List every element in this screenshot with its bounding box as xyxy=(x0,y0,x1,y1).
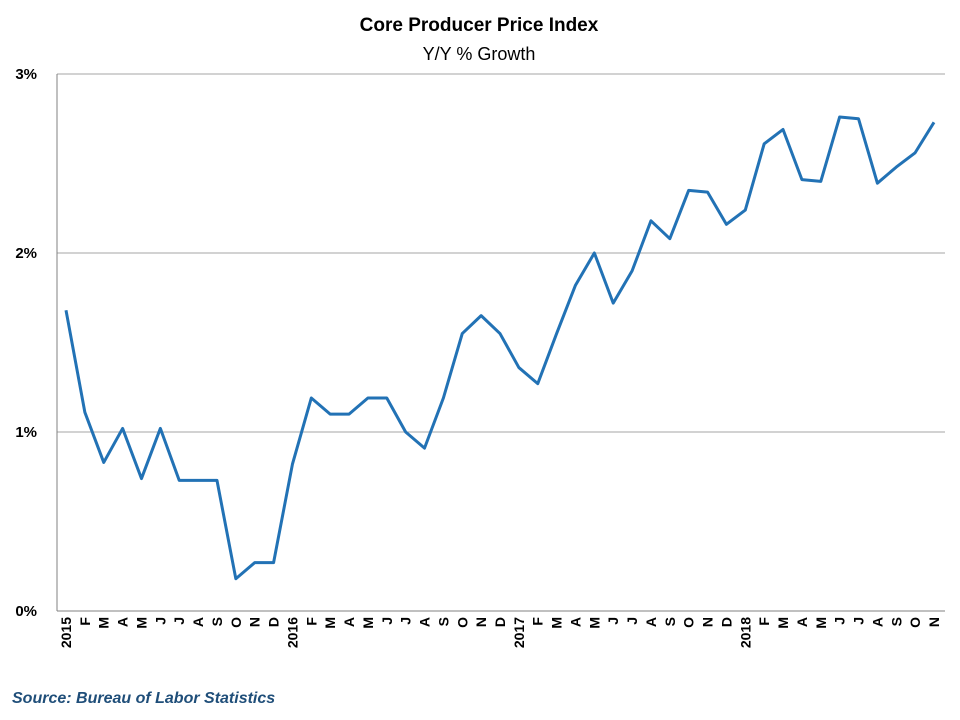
x-axis-tick-labels: 2015 F M A M J J A S O N D 2016 F M A M J J A S O N D 2017 F M A M J J… xyxy=(58,617,942,649)
x-tick-label: J xyxy=(379,617,395,625)
y-tick-label: 1% xyxy=(15,424,37,441)
x-tick-label: J xyxy=(152,617,168,625)
gridlines xyxy=(56,73,945,612)
x-tick-label: D xyxy=(718,617,734,627)
x-tick-label: S xyxy=(435,617,451,626)
x-tick-label: O xyxy=(681,617,697,628)
x-tick-label: A xyxy=(794,617,810,627)
y-tick-label: 0% xyxy=(15,603,37,620)
x-tick-label: M xyxy=(586,617,602,629)
x-tick-label: 2016 xyxy=(284,617,300,648)
y-axis-tick-labels: 0% 1% 2% 3% xyxy=(15,66,37,620)
x-tick-label: M xyxy=(775,617,791,629)
source-note: Source: Bureau of Labor Statistics xyxy=(12,690,276,707)
x-tick-label: O xyxy=(454,617,470,628)
x-tick-label: N xyxy=(247,617,263,627)
x-tick-label: S xyxy=(662,617,678,626)
x-tick-label: A xyxy=(341,617,357,627)
x-tick-label: S xyxy=(888,617,904,626)
x-tick-label: F xyxy=(303,617,319,626)
x-tick-label: O xyxy=(228,617,244,628)
x-tick-label: M xyxy=(322,617,338,629)
x-tick-label: F xyxy=(756,617,772,626)
x-tick-label: J xyxy=(398,617,414,625)
x-tick-label: D xyxy=(492,617,508,627)
x-tick-label: A xyxy=(417,617,433,627)
x-tick-label: J xyxy=(171,617,187,625)
series-line xyxy=(64,115,936,581)
x-tick-label: A xyxy=(567,617,583,627)
x-tick-label: S xyxy=(209,617,225,626)
x-tick-label: J xyxy=(624,617,640,625)
x-tick-label: J xyxy=(605,617,621,625)
x-tick-label: O xyxy=(907,617,923,628)
x-tick-label: N xyxy=(473,617,489,627)
x-tick-label: A xyxy=(869,617,885,627)
x-tick-label: A xyxy=(643,617,659,627)
x-tick-label: 2017 xyxy=(511,617,527,648)
x-tick-label: J xyxy=(832,617,848,625)
y-tick-label: 2% xyxy=(15,245,37,262)
x-tick-label: M xyxy=(549,617,565,629)
x-tick-label: 2015 xyxy=(58,617,74,648)
x-tick-label: N xyxy=(926,617,942,627)
x-tick-label: M xyxy=(96,617,112,629)
x-tick-label: M xyxy=(360,617,376,629)
y-tick-label: 3% xyxy=(15,66,37,83)
chart-title: Core Producer Price Index xyxy=(360,15,599,36)
x-tick-label: M xyxy=(133,617,149,629)
x-tick-label: 2018 xyxy=(737,617,753,648)
x-tick-label: F xyxy=(530,617,546,626)
chart-subtitle: Y/Y % Growth xyxy=(423,44,536,64)
x-tick-label: A xyxy=(190,617,206,627)
x-tick-label: F xyxy=(77,617,93,626)
x-tick-label: A xyxy=(115,617,131,627)
x-tick-label: D xyxy=(266,617,282,627)
x-tick-label: N xyxy=(700,617,716,627)
x-tick-label: M xyxy=(813,617,829,629)
x-tick-label: J xyxy=(851,617,867,625)
